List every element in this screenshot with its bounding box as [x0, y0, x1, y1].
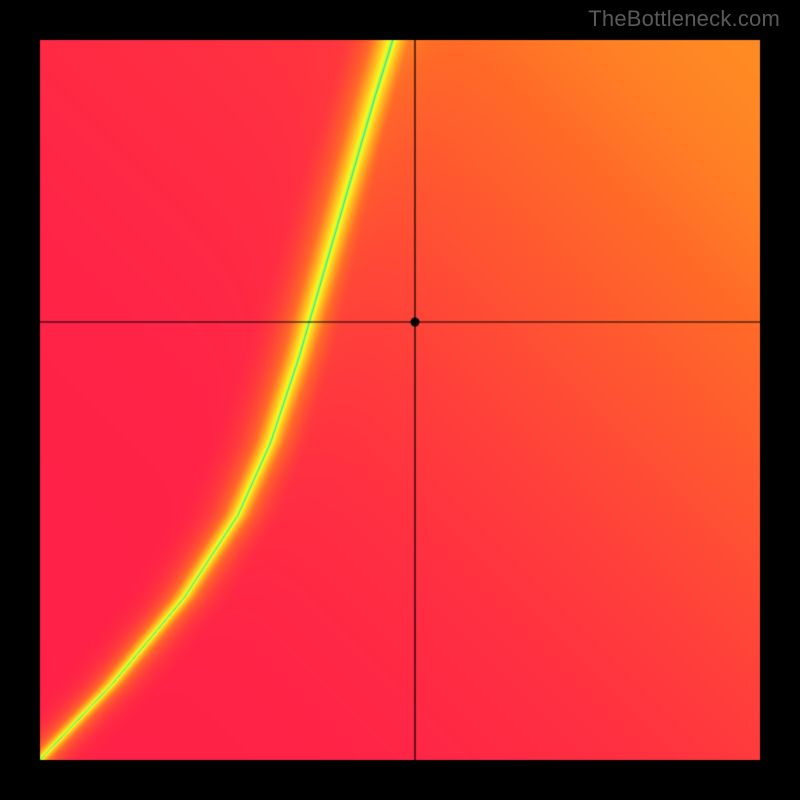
watermark-text: TheBottleneck.com: [588, 6, 780, 32]
bottleneck-heatmap: [0, 0, 800, 800]
